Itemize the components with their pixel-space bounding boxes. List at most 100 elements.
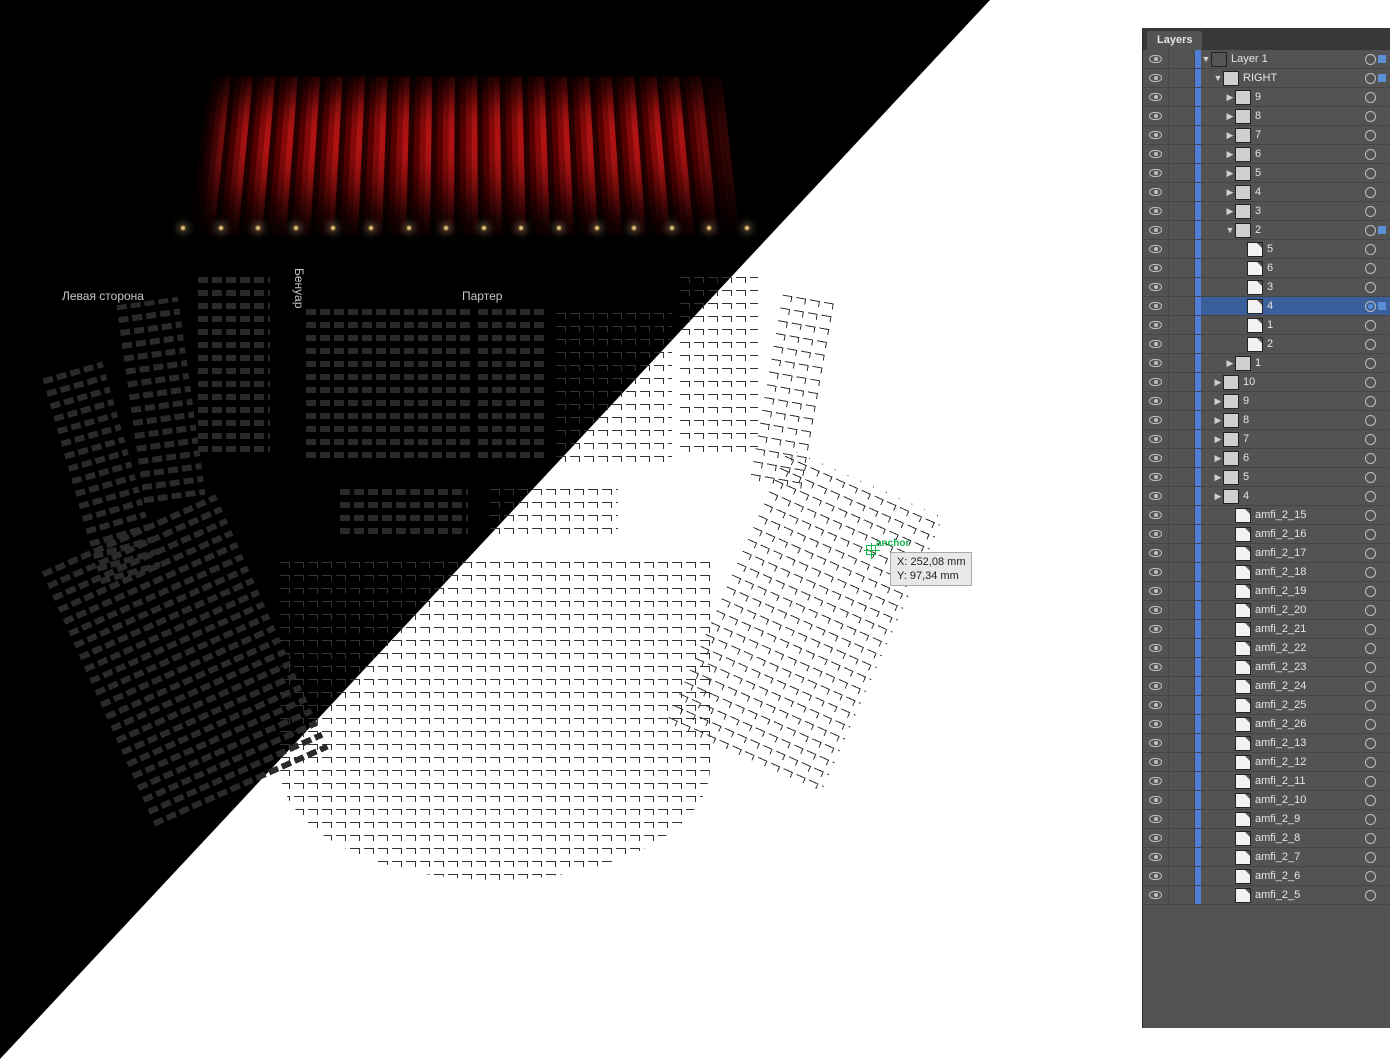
visibility-toggle[interactable] — [1143, 506, 1169, 524]
visibility-toggle[interactable] — [1143, 316, 1169, 334]
visibility-toggle[interactable] — [1143, 164, 1169, 182]
target-icon[interactable] — [1365, 491, 1376, 502]
visibility-toggle[interactable] — [1143, 430, 1169, 448]
target-icon[interactable] — [1365, 92, 1376, 103]
visibility-toggle[interactable] — [1143, 183, 1169, 201]
layer-row[interactable]: amfi_2_19 — [1143, 582, 1390, 601]
target-icon[interactable] — [1365, 662, 1376, 673]
visibility-toggle[interactable] — [1143, 373, 1169, 391]
target-icon[interactable] — [1365, 871, 1376, 882]
visibility-toggle[interactable] — [1143, 202, 1169, 220]
layer-label[interactable]: 5 — [1243, 471, 1363, 483]
lock-toggle[interactable] — [1169, 639, 1195, 657]
visibility-toggle[interactable] — [1143, 107, 1169, 125]
visibility-toggle[interactable] — [1143, 753, 1169, 771]
lock-toggle[interactable] — [1169, 240, 1195, 258]
target-icon[interactable] — [1365, 54, 1376, 65]
layer-row[interactable]: 5 — [1143, 240, 1390, 259]
layer-label[interactable]: amfi_2_16 — [1255, 528, 1363, 540]
layer-label[interactable]: amfi_2_5 — [1255, 889, 1363, 901]
layer-row[interactable]: amfi_2_21 — [1143, 620, 1390, 639]
layer-label[interactable]: 3 — [1267, 281, 1363, 293]
lock-toggle[interactable] — [1169, 563, 1195, 581]
anchor-marker[interactable] — [866, 545, 876, 555]
lock-toggle[interactable] — [1169, 50, 1195, 68]
target-icon[interactable] — [1365, 282, 1376, 293]
target-icon[interactable] — [1365, 700, 1376, 711]
lock-toggle[interactable] — [1169, 411, 1195, 429]
layer-row[interactable]: amfi_2_17 — [1143, 544, 1390, 563]
visibility-toggle[interactable] — [1143, 639, 1169, 657]
visibility-toggle[interactable] — [1143, 50, 1169, 68]
lock-toggle[interactable] — [1169, 772, 1195, 790]
visibility-toggle[interactable] — [1143, 810, 1169, 828]
target-icon[interactable] — [1365, 130, 1376, 141]
target-icon[interactable] — [1365, 396, 1376, 407]
lock-toggle[interactable] — [1169, 107, 1195, 125]
visibility-toggle[interactable] — [1143, 715, 1169, 733]
layer-row[interactable]: 1 — [1143, 316, 1390, 335]
visibility-toggle[interactable] — [1143, 297, 1169, 315]
layer-label[interactable]: amfi_2_26 — [1255, 718, 1363, 730]
disclosure-triangle[interactable]: ▶ — [1213, 472, 1223, 483]
layer-row[interactable]: ▶5 — [1143, 468, 1390, 487]
lock-toggle[interactable] — [1169, 373, 1195, 391]
layer-row[interactable]: amfi_2_23 — [1143, 658, 1390, 677]
layer-label[interactable]: amfi_2_8 — [1255, 832, 1363, 844]
target-icon[interactable] — [1365, 719, 1376, 730]
layer-row[interactable]: ▶9 — [1143, 392, 1390, 411]
layer-row[interactable]: ▶4 — [1143, 487, 1390, 506]
target-icon[interactable] — [1365, 339, 1376, 350]
lock-toggle[interactable] — [1169, 487, 1195, 505]
target-icon[interactable] — [1365, 320, 1376, 331]
target-icon[interactable] — [1365, 510, 1376, 521]
disclosure-triangle[interactable]: ▶ — [1213, 491, 1223, 502]
visibility-toggle[interactable] — [1143, 221, 1169, 239]
layer-row[interactable]: ▼2 — [1143, 221, 1390, 240]
lock-toggle[interactable] — [1169, 354, 1195, 372]
layer-label[interactable]: 6 — [1255, 148, 1363, 160]
visibility-toggle[interactable] — [1143, 601, 1169, 619]
target-icon[interactable] — [1365, 757, 1376, 768]
disclosure-triangle[interactable]: ▶ — [1225, 92, 1235, 103]
layer-label[interactable]: 4 — [1255, 186, 1363, 198]
layer-row[interactable]: amfi_2_5 — [1143, 886, 1390, 905]
lock-toggle[interactable] — [1169, 259, 1195, 277]
target-icon[interactable] — [1365, 529, 1376, 540]
lock-toggle[interactable] — [1169, 848, 1195, 866]
lock-toggle[interactable] — [1169, 582, 1195, 600]
lock-toggle[interactable] — [1169, 449, 1195, 467]
lock-toggle[interactable] — [1169, 734, 1195, 752]
target-icon[interactable] — [1365, 263, 1376, 274]
visibility-toggle[interactable] — [1143, 867, 1169, 885]
layer-label[interactable]: 7 — [1255, 129, 1363, 141]
layer-row[interactable]: ▶6 — [1143, 145, 1390, 164]
disclosure-triangle[interactable]: ▶ — [1213, 453, 1223, 464]
layer-row[interactable]: amfi_2_12 — [1143, 753, 1390, 772]
target-icon[interactable] — [1365, 586, 1376, 597]
visibility-toggle[interactable] — [1143, 145, 1169, 163]
lock-toggle[interactable] — [1169, 297, 1195, 315]
layer-label[interactable]: 9 — [1243, 395, 1363, 407]
layer-label[interactable]: amfi_2_7 — [1255, 851, 1363, 863]
disclosure-triangle[interactable]: ▶ — [1225, 130, 1235, 141]
layer-label[interactable]: amfi_2_21 — [1255, 623, 1363, 635]
target-icon[interactable] — [1365, 605, 1376, 616]
target-icon[interactable] — [1365, 111, 1376, 122]
layer-label[interactable]: amfi_2_10 — [1255, 794, 1363, 806]
disclosure-triangle[interactable]: ▶ — [1225, 206, 1235, 217]
lock-toggle[interactable] — [1169, 202, 1195, 220]
layer-row[interactable]: ▶7 — [1143, 126, 1390, 145]
lock-toggle[interactable] — [1169, 753, 1195, 771]
layer-row[interactable]: amfi_2_15 — [1143, 506, 1390, 525]
canvas-area[interactable]: Левая сторона Бенуар Партер anchor X: 25… — [0, 0, 990, 1059]
visibility-toggle[interactable] — [1143, 411, 1169, 429]
lock-toggle[interactable] — [1169, 525, 1195, 543]
layer-row[interactable]: ▶10 — [1143, 373, 1390, 392]
visibility-toggle[interactable] — [1143, 88, 1169, 106]
layer-row[interactable]: 2 — [1143, 335, 1390, 354]
target-icon[interactable] — [1365, 776, 1376, 787]
layer-label[interactable]: amfi_2_22 — [1255, 642, 1363, 654]
layer-row[interactable]: 4 — [1143, 297, 1390, 316]
layer-label[interactable]: 1 — [1255, 357, 1363, 369]
